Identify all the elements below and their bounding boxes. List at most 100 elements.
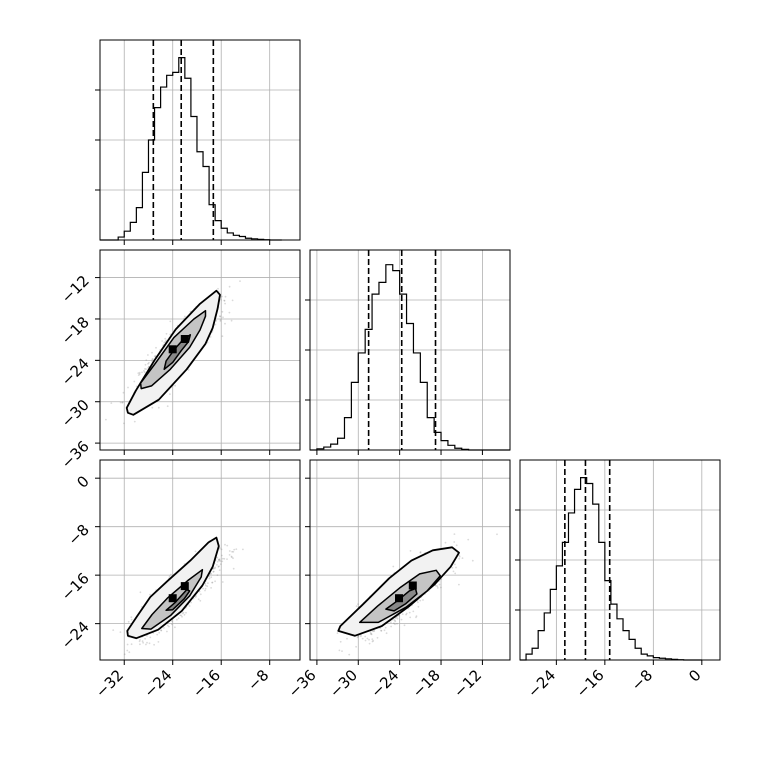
sample-point (210, 587, 212, 589)
sample-point (419, 551, 422, 554)
sample-point (364, 635, 367, 638)
sample-point (147, 362, 149, 365)
scatter-panel-1-frame (99, 459, 301, 661)
sample-point (219, 319, 222, 321)
sample-point (224, 322, 226, 325)
sample-point (224, 302, 226, 305)
sample-point (217, 559, 220, 561)
sample-point (166, 630, 168, 633)
sample-point (223, 299, 226, 302)
y-tick-label: 0 (73, 472, 92, 491)
sample-point (228, 554, 231, 556)
sample-point (405, 613, 407, 616)
sample-point (213, 567, 216, 570)
sample-point (143, 370, 145, 372)
sample-point (219, 315, 221, 317)
histogram-panel-2 (515, 459, 721, 661)
sample-point (467, 538, 470, 541)
sample-point (230, 319, 233, 322)
sample-point (199, 599, 202, 602)
sample-point (163, 341, 166, 344)
sample-point (435, 584, 437, 587)
sample-point (230, 555, 233, 558)
sample-point (221, 581, 224, 583)
x-tick-label: −16 (573, 666, 608, 701)
histogram-panel-1 (305, 249, 511, 451)
sample-point (211, 581, 213, 584)
scatter-panel-0 (99, 249, 301, 451)
sample-point (360, 635, 362, 638)
scatter-panel-2 (309, 459, 511, 661)
x-tick-label: −18 (409, 666, 444, 701)
sample-point (145, 643, 147, 646)
sample-point (409, 616, 412, 619)
sample-point (153, 355, 156, 358)
sample-point (165, 332, 168, 335)
sample-point (371, 640, 374, 643)
sample-point (166, 624, 169, 627)
sample-point (471, 559, 474, 562)
x-tick-label: −8 (628, 666, 656, 694)
sample-point (369, 631, 372, 633)
sample-point (338, 649, 341, 652)
histogram-1-steps (310, 264, 510, 451)
sample-point (181, 612, 184, 615)
sample-point (168, 575, 171, 578)
sample-point (232, 557, 234, 560)
sample-point (393, 622, 395, 625)
sample-point (179, 614, 182, 617)
sample-point (221, 554, 223, 557)
sample-point (139, 639, 141, 641)
sample-point (368, 638, 370, 641)
sample-point (212, 570, 215, 573)
sample-point (142, 641, 144, 644)
sample-point (438, 583, 441, 586)
sample-point (364, 639, 367, 642)
sample-point (123, 653, 126, 656)
sample-point (145, 359, 148, 361)
sample-point (164, 337, 167, 340)
sample-point (231, 550, 234, 553)
sample-point (139, 643, 141, 646)
sample-point (369, 632, 372, 635)
sample-point (356, 636, 359, 639)
contour-level-0 (126, 536, 220, 640)
sample-point (123, 422, 125, 425)
sample-point (174, 626, 176, 629)
sample-point (211, 581, 214, 584)
histogram-2-frame (519, 459, 721, 661)
sample-point (217, 287, 219, 290)
sample-point (216, 560, 219, 563)
sample-point (155, 346, 157, 349)
sample-point (394, 619, 396, 622)
sample-point (415, 615, 418, 617)
sample-point (409, 550, 412, 552)
sample-point (141, 640, 144, 643)
sample-point (184, 315, 186, 318)
sample-point (145, 368, 147, 370)
sample-point (219, 320, 222, 322)
y-tick-label: −36 (58, 437, 93, 472)
sample-point (139, 591, 142, 594)
sample-point (403, 624, 406, 627)
sample-point (209, 336, 212, 338)
sample-point (361, 637, 364, 640)
sample-point (221, 295, 223, 298)
sample-point (422, 599, 424, 601)
sample-point (195, 595, 197, 597)
sample-point (239, 280, 241, 282)
sample-point (419, 599, 422, 602)
sample-point (228, 311, 231, 314)
histogram-0-steps (100, 57, 282, 241)
sample-point (341, 650, 343, 652)
sample-point (169, 333, 172, 336)
sample-point (232, 550, 235, 553)
sample-point (176, 618, 178, 621)
sample-point (218, 558, 221, 561)
sample-point (151, 358, 154, 361)
x-tick-label: −24 (524, 666, 559, 701)
sample-point (219, 315, 222, 318)
sample-point (407, 607, 410, 610)
sample-point (148, 642, 151, 645)
